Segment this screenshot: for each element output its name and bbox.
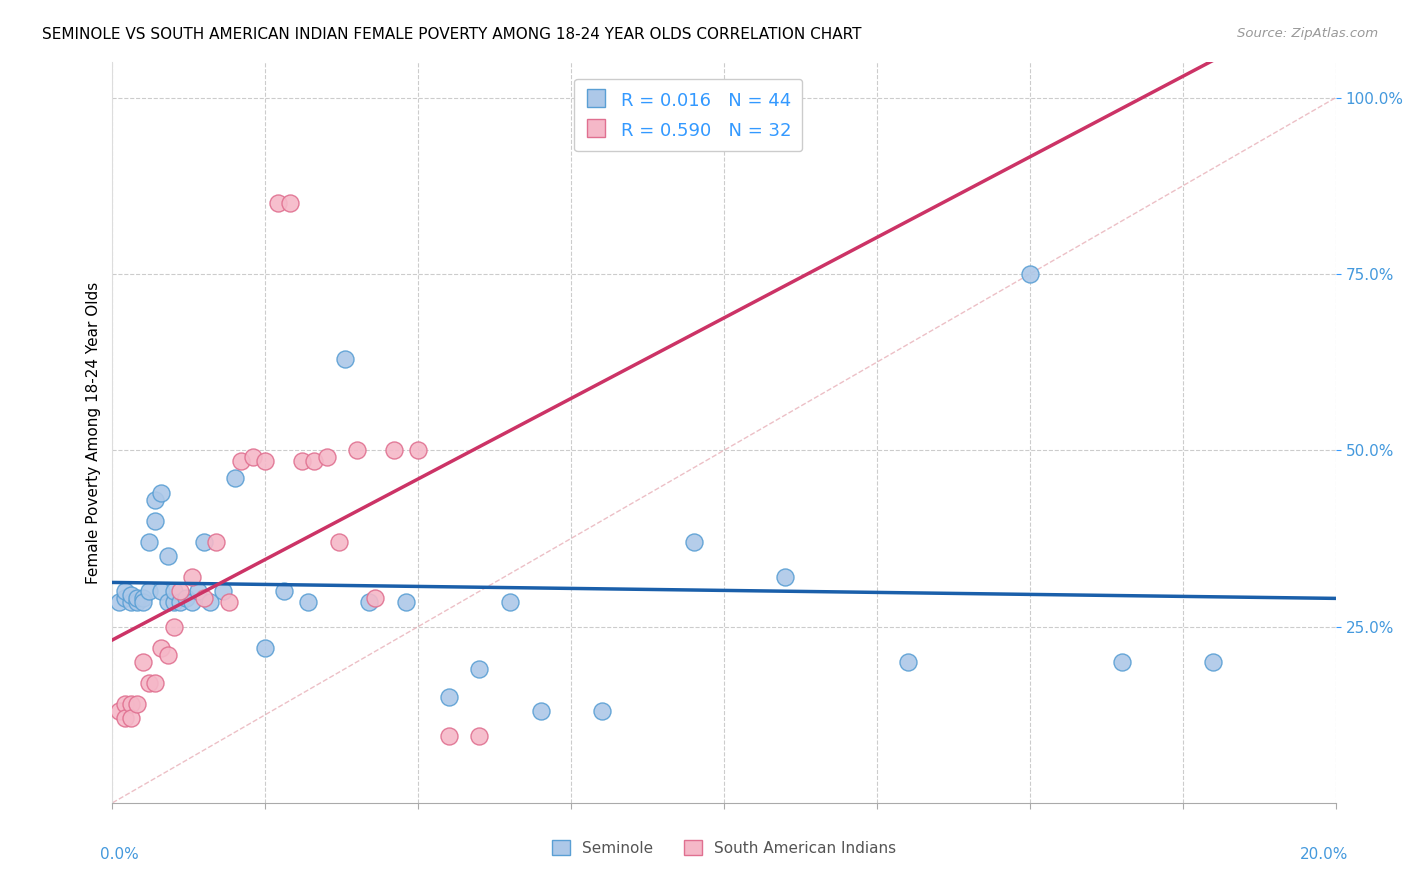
Point xyxy=(297,595,319,609)
Point xyxy=(163,595,186,609)
Point xyxy=(364,591,387,606)
Point xyxy=(346,443,368,458)
Point xyxy=(114,711,136,725)
Point xyxy=(254,640,277,655)
Point xyxy=(291,454,314,468)
Point xyxy=(138,535,160,549)
Y-axis label: Female Poverty Among 18-24 Year Olds: Female Poverty Among 18-24 Year Olds xyxy=(86,282,101,583)
Point xyxy=(138,584,160,599)
Point xyxy=(382,443,405,458)
Text: 0.0%: 0.0% xyxy=(100,847,139,863)
Point xyxy=(682,535,704,549)
Point xyxy=(120,711,142,725)
Point xyxy=(1018,267,1040,281)
Point xyxy=(591,704,613,718)
Point xyxy=(468,662,491,676)
Point xyxy=(395,595,418,609)
Point xyxy=(174,591,197,606)
Point xyxy=(229,454,252,468)
Point xyxy=(333,351,356,366)
Point xyxy=(278,196,301,211)
Point xyxy=(359,595,381,609)
Point xyxy=(132,655,155,669)
Point xyxy=(163,619,186,633)
Point xyxy=(897,655,920,669)
Point xyxy=(156,648,179,662)
Point xyxy=(266,196,288,211)
Point xyxy=(132,595,155,609)
Point xyxy=(143,676,166,690)
Point xyxy=(125,595,148,609)
Point xyxy=(1202,655,1225,669)
Point xyxy=(187,584,209,599)
Point xyxy=(125,591,148,606)
Point xyxy=(775,570,797,584)
Point xyxy=(224,471,246,485)
Point xyxy=(107,704,129,718)
Point xyxy=(163,584,186,599)
Point xyxy=(254,454,277,468)
Text: 20.0%: 20.0% xyxy=(1299,847,1348,863)
Text: Source: ZipAtlas.com: Source: ZipAtlas.com xyxy=(1237,27,1378,40)
Point xyxy=(193,535,215,549)
Point xyxy=(1111,655,1133,669)
Point xyxy=(138,676,160,690)
Point xyxy=(242,450,264,465)
Point xyxy=(125,697,148,711)
Point xyxy=(304,454,326,468)
Point xyxy=(150,640,173,655)
Point xyxy=(315,450,337,465)
Point xyxy=(107,595,129,609)
Point xyxy=(273,584,295,599)
Point xyxy=(408,443,430,458)
Point xyxy=(143,492,166,507)
Point xyxy=(181,570,204,584)
Point xyxy=(114,697,136,711)
Point xyxy=(200,595,222,609)
Point xyxy=(156,595,179,609)
Point xyxy=(150,584,173,599)
Point xyxy=(143,514,166,528)
Point xyxy=(193,591,215,606)
Point xyxy=(114,591,136,606)
Point xyxy=(120,697,142,711)
Point xyxy=(114,584,136,599)
Point xyxy=(169,584,191,599)
Point xyxy=(132,591,155,606)
Point xyxy=(218,595,240,609)
Legend: Seminole, South American Indians: Seminole, South American Indians xyxy=(546,834,903,862)
Point xyxy=(328,535,350,549)
Point xyxy=(211,584,233,599)
Point xyxy=(499,595,522,609)
Point xyxy=(120,588,142,602)
Point xyxy=(437,729,460,743)
Point xyxy=(530,704,553,718)
Point xyxy=(169,595,191,609)
Point xyxy=(181,595,204,609)
Text: SEMINOLE VS SOUTH AMERICAN INDIAN FEMALE POVERTY AMONG 18-24 YEAR OLDS CORRELATI: SEMINOLE VS SOUTH AMERICAN INDIAN FEMALE… xyxy=(42,27,862,42)
Point xyxy=(150,485,173,500)
Point xyxy=(120,595,142,609)
Point xyxy=(205,535,228,549)
Point xyxy=(437,690,460,704)
Point xyxy=(156,549,179,563)
Point xyxy=(468,729,491,743)
